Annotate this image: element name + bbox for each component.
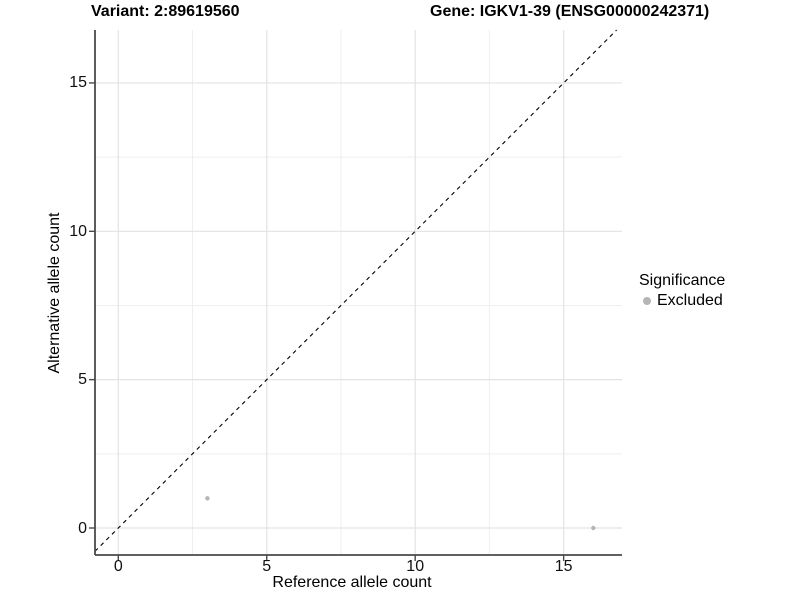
x-axis-title: Reference allele count <box>272 574 432 591</box>
y-tick-label: 5 <box>78 371 87 389</box>
legend-item-label: Excluded <box>657 292 723 309</box>
x-tick-label: 10 <box>406 558 425 575</box>
y-tick-label: 0 <box>78 519 87 537</box>
legend-title: Significance <box>639 272 726 289</box>
legend-item-excluded: Excluded <box>639 291 725 310</box>
data-point <box>591 525 596 531</box>
x-tick-label: 5 <box>262 558 272 575</box>
x-tick-label: 0 <box>113 558 123 575</box>
plot-title-variant: Variant: 2:89619560 <box>91 3 240 20</box>
y-axis-title: Alternative allele count <box>46 212 63 374</box>
plot-title-gene: Gene: IGKV1-39 (ENSG00000242371) <box>430 3 710 20</box>
data-point <box>205 496 210 501</box>
identity-dashed-line <box>94 29 618 552</box>
x-tick-label: 15 <box>554 558 573 575</box>
y-tick-label: 15 <box>69 74 87 92</box>
y-tick-label: 10 <box>69 222 87 240</box>
legend-key-circle-icon <box>643 296 651 305</box>
legend: Significance Excluded <box>639 271 725 310</box>
